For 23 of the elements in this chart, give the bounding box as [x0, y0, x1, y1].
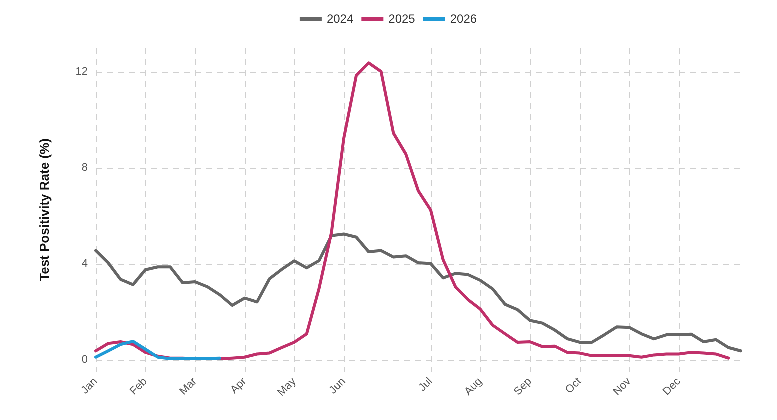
y-tick-label: 4	[82, 258, 88, 270]
x-tick-label: May	[276, 375, 300, 399]
y-tick-label: 12	[76, 66, 88, 78]
x-tick-label: Nov	[611, 375, 634, 398]
x-tick-label: Aug	[462, 376, 485, 398]
x-tick-label: Sep	[512, 376, 534, 398]
line-series	[94, 62, 730, 361]
x-tick-label: Mar	[178, 376, 200, 398]
y-tick-label: 0	[82, 354, 88, 366]
x-tick-label: Jul	[416, 376, 436, 394]
x-tick-label: Feb	[128, 376, 150, 398]
y-axis-title: Test Positivity Rate (%)	[37, 138, 52, 282]
x-tick-label: Apr	[228, 376, 250, 396]
legend-label: 2025	[388, 12, 416, 26]
x-tick-label: Oct	[563, 376, 584, 396]
line-series	[94, 340, 222, 361]
x-tick-label: Jun	[327, 376, 348, 397]
x-tick-label: Dec	[660, 375, 684, 398]
legend-label: 2024	[326, 12, 354, 26]
line-series	[94, 232, 742, 353]
y-tick-label: 8	[82, 162, 88, 174]
x-tick-label: Jan	[79, 376, 100, 397]
legend-label: 2026	[450, 12, 478, 26]
